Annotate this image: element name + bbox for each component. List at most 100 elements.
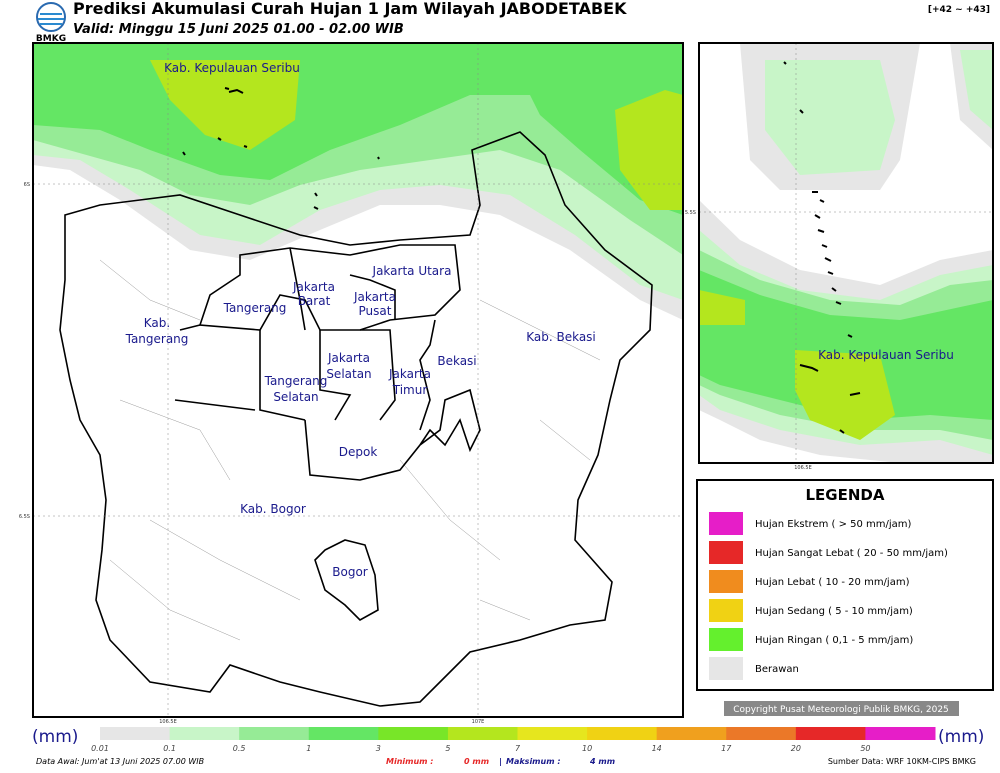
colorbar-segment (169, 727, 240, 740)
inset-label: Kab. Kepulauan Seribu (818, 348, 954, 362)
label-line: Barat (298, 294, 331, 308)
land-outline (59, 131, 653, 707)
colorbar-tick: 7 (515, 744, 521, 753)
colorbar-tick: 17 (721, 744, 732, 753)
min-value: 0 mm (464, 757, 489, 766)
colorbar-segment (865, 727, 936, 740)
label-line: Selatan (273, 390, 318, 404)
max-value: 4 mm (589, 757, 615, 766)
region-label: Kab. Bekasi (526, 330, 596, 344)
label-line: Jakarta (388, 367, 431, 381)
legend-box (696, 479, 994, 691)
colorbar-segment (308, 727, 379, 740)
map-frame (32, 42, 684, 718)
label-line: Tangerang (223, 301, 287, 315)
district-boundaries (174, 247, 481, 481)
legend-label: Hujan Ekstrem ( > 50 mm/jam) (755, 519, 912, 530)
logo: BMKG (36, 2, 66, 44)
legend-swatch (709, 541, 743, 564)
shade-yellowgreen-2 (615, 90, 683, 210)
colorbar-tick: 10 (582, 744, 592, 753)
label-line: Bekasi (437, 354, 476, 368)
legend-swatch (709, 657, 743, 680)
label-line: Jakarta (327, 351, 370, 365)
inset-lat: 5.5S (685, 210, 696, 216)
label-line: Jakarta Utara (372, 264, 452, 278)
min-label: Minimum : (386, 757, 434, 766)
colorbar-tick: 14 (652, 744, 662, 753)
colorbar-tick: 20 (791, 744, 801, 753)
legend-swatch (709, 512, 743, 535)
inset-green (699, 270, 993, 420)
colorbar-segment (795, 727, 866, 740)
islands (182, 87, 380, 210)
label-line: Tangerang (125, 332, 189, 346)
logo-text: BMKG (36, 34, 66, 44)
colorbar-segment (656, 727, 727, 740)
legend-swatch (709, 599, 743, 622)
region-label: Tangerang Selatan (264, 374, 328, 404)
unit-left: (mm) (32, 727, 78, 747)
copyright: Copyright Pusat Meteorologi Publik BMKG,… (733, 705, 949, 715)
colorbar-segment (447, 727, 518, 740)
range: [+42 ~ +43] (928, 5, 990, 15)
colorbar-segment (587, 727, 658, 740)
label-line: Jakarta (353, 290, 396, 304)
region-label: Kab. Bogor (240, 502, 306, 516)
logo-waves (38, 13, 64, 25)
region-label: Kab. Kepulauan Seribu (164, 61, 300, 75)
subtitle: Valid: Minggu 15 Juni 2025 01.00 - 02.00… (73, 22, 404, 37)
colorbar-tick: 5 (445, 744, 450, 753)
label-line: Kab. (144, 316, 170, 330)
legend-label: Hujan Sangat Lebat ( 20 - 50 mm/jam) (755, 548, 948, 559)
inset-frame (698, 42, 994, 464)
graticule (33, 43, 683, 717)
inset-map: Kab. Kepulauan Seribu 5.5S 106.5E (685, 42, 994, 471)
legend-swatch (709, 570, 743, 593)
shade-yellowgreen (150, 60, 300, 150)
colorbar-tick: 0.5 (233, 744, 246, 753)
colorbar-segment (726, 727, 797, 740)
label-line: Depok (339, 445, 378, 459)
region-label: Bekasi (437, 354, 476, 368)
logo-circle (36, 2, 66, 32)
lon-label: 106.5E (159, 719, 176, 725)
lon-label: 107E (472, 719, 485, 725)
label-line: Pusat (359, 304, 392, 318)
inset-yg-2 (795, 350, 895, 440)
colorbar-tick: 3 (376, 744, 381, 753)
inset-light-2 (960, 50, 993, 130)
colorbar-segment (239, 727, 310, 740)
label-line: Jakarta (292, 280, 335, 294)
label-line: Timur (392, 383, 428, 397)
region-label: Jakarta Pusat (353, 290, 396, 318)
legend-title: LEGENDA (806, 486, 885, 504)
inset-yg (699, 290, 745, 325)
legend-swatch (709, 628, 743, 651)
source: Sumber Data: WRF 10KM-CIPS BMKG (828, 757, 976, 766)
region-label: Jakarta Barat (292, 280, 335, 308)
max-label: Maksimum : (506, 757, 561, 766)
lat-label: 6.5S (19, 514, 30, 520)
colorbar-segment (517, 727, 588, 740)
colorbar-tick: 50 (860, 744, 870, 753)
legend-label: Hujan Sedang ( 5 - 10 mm/jam) (755, 606, 913, 617)
colorbar-segment (378, 727, 449, 740)
region-label: Tangerang (223, 301, 287, 315)
inset-graticule (699, 43, 993, 463)
colorbar-tick: 1 (306, 744, 311, 753)
region-label: Jakarta Utara (372, 264, 452, 278)
label-line: Selatan (326, 367, 371, 381)
legend-label: Hujan Ringan ( 0,1 - 5 mm/jam) (755, 635, 913, 646)
legend-label: Berawan (755, 664, 799, 675)
lat-label: 6S (24, 182, 30, 188)
separator: | (499, 757, 502, 766)
subdistrict-lines (99, 259, 601, 641)
bogor-boundary (314, 539, 379, 621)
legend: LEGENDA Hujan Ekstrem ( > 50 mm/jam) Huja… (696, 479, 994, 691)
region-label: Bogor (332, 565, 368, 579)
colorbar-tick: 0.01 (91, 744, 109, 753)
inset-islands (783, 61, 861, 434)
label-line: Bogor (332, 565, 368, 579)
